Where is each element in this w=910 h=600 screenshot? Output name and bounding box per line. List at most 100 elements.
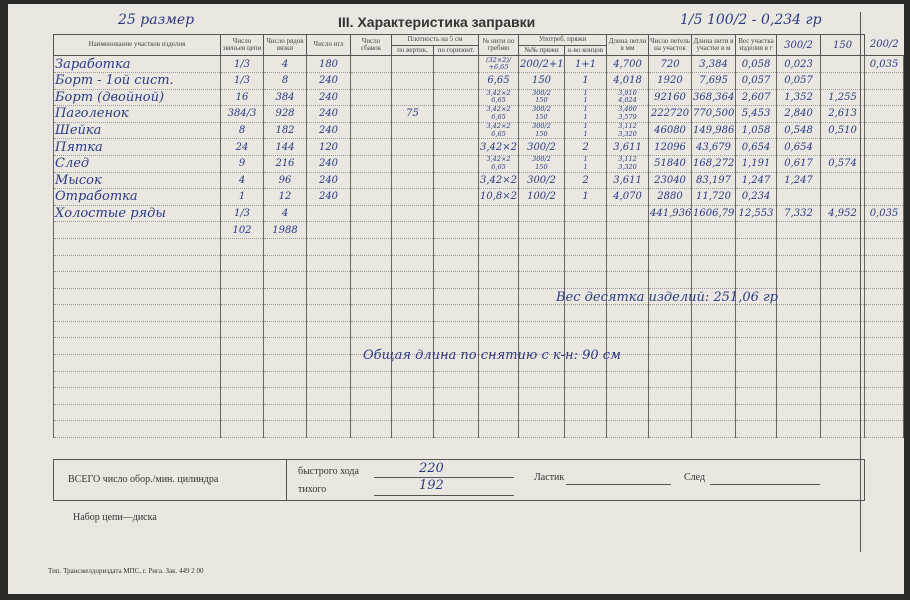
cell: 200/2+150	[518, 55, 565, 73]
cell	[350, 221, 392, 239]
blank-cell	[776, 337, 822, 356]
blank-row	[53, 371, 905, 389]
cell-line: 300/2	[532, 155, 551, 164]
blank-cell	[563, 420, 608, 439]
cell: 1/3	[220, 72, 264, 90]
chain-label: Набор цепи—диска	[73, 512, 157, 523]
cell-line: 6,65	[491, 129, 506, 138]
blank-cell	[518, 304, 565, 322]
blank-cell	[350, 371, 392, 389]
cell	[864, 188, 905, 206]
blank-cell	[776, 304, 822, 322]
cell: 0,057	[735, 72, 778, 90]
blank-cell	[820, 321, 866, 339]
cell: 1	[563, 72, 608, 90]
col-header: Употреб. пряжи	[517, 34, 608, 46]
blank-cell	[648, 304, 693, 322]
cell	[433, 155, 479, 173]
blank-cell	[648, 354, 693, 372]
cell: 46080	[648, 122, 693, 140]
col-header: № нити по гребню	[478, 33, 519, 57]
cell: 1988	[263, 221, 307, 239]
cell	[391, 89, 434, 107]
blank-cell	[391, 288, 434, 306]
blank-cell	[518, 271, 565, 289]
blank-cell	[735, 371, 778, 389]
cell	[563, 221, 608, 239]
cell-line: 150	[535, 129, 548, 138]
cell-line: 1	[583, 105, 588, 114]
cell-line: 6,65	[491, 162, 506, 171]
blank-cell	[306, 304, 351, 322]
footer-value: 220	[419, 461, 444, 476]
blank-cell	[220, 371, 264, 389]
cell	[691, 221, 737, 239]
cell	[433, 138, 479, 156]
col-header: Плотность на 5 см	[391, 34, 479, 46]
cell-line: +6,65	[488, 63, 509, 72]
cell	[820, 72, 866, 90]
part-name: Борт - 1ой сист.	[53, 72, 221, 90]
cell	[864, 72, 905, 90]
table-head: Наименование участков изделия Число звен…	[53, 33, 904, 57]
blank-cell	[53, 404, 221, 422]
cell	[391, 205, 434, 223]
blank-cell	[820, 255, 866, 273]
col-header: Число игл	[306, 33, 351, 57]
col-header: Наименование участков изделия	[53, 33, 221, 57]
blank-cell	[350, 271, 392, 289]
blank-cell	[691, 238, 737, 256]
col-header: Длина нити в участке в м	[691, 33, 737, 57]
cell: 1,247	[735, 172, 778, 190]
blank-cell	[220, 238, 264, 256]
blank-cell	[691, 420, 737, 439]
cell: 300/2	[518, 172, 565, 190]
table-row: Борт (двойной) 16 384 240 3,42×2 6,65 300/2 150…	[53, 89, 905, 107]
cell: 100/2	[518, 188, 565, 206]
cell-line: 3,42×2	[486, 122, 511, 131]
cell-line: 1	[583, 112, 588, 121]
blank-cell	[864, 420, 905, 439]
blank-cell	[220, 354, 264, 372]
cell: 2,613	[820, 105, 866, 123]
blank-cell	[563, 255, 608, 273]
table-row: Паголенок 384/3 928 240 75 3,42×2 6,65 300/2 150…	[53, 105, 905, 123]
cell	[433, 221, 479, 239]
blank-cell	[820, 271, 866, 289]
head-row: по вертик. по горизонт. №№ пряжи к-во ко…	[54, 44, 904, 57]
cell-line: (32×2)/	[485, 55, 512, 64]
blank-cell	[263, 304, 307, 322]
cell	[820, 172, 866, 190]
blank-cell	[563, 238, 608, 256]
footer-box: ВСЕГО число обор./мин. цилиндра быстрого…	[53, 459, 865, 501]
cell: 1/3	[220, 205, 264, 223]
blank-cell	[518, 420, 565, 439]
blank-cell	[563, 387, 608, 405]
col-header: 150	[820, 33, 866, 57]
blank-cell	[350, 387, 392, 405]
cell-line: 4,024	[618, 96, 637, 105]
blank-cell	[820, 238, 866, 256]
cell: 240	[306, 155, 351, 173]
cell: 4,070	[606, 188, 650, 206]
cell: 3,42×2 6,65	[478, 89, 519, 107]
part-name: Пятка	[53, 138, 221, 156]
blank-cell	[220, 387, 264, 405]
blank-cell	[306, 420, 351, 439]
blank-cell	[433, 255, 479, 273]
cell: (32×2)/+6,65	[478, 55, 519, 73]
blank-cell	[263, 387, 307, 405]
cell: 0,057	[776, 72, 822, 90]
table-row: След 9 216 240 3,42×2 6,65 300/2 150 1 1 3,112 3,32…	[53, 155, 905, 173]
blank-cell	[820, 337, 866, 356]
blank-cell	[433, 304, 479, 322]
blank-cell	[776, 354, 822, 372]
blank-cell	[220, 420, 264, 439]
blank-cell	[263, 371, 307, 389]
blank-cell	[606, 404, 650, 422]
cell: 149,986	[691, 122, 737, 140]
blank-cell	[563, 321, 608, 339]
underline	[566, 484, 671, 485]
cell: 3,910 4,024	[606, 89, 650, 107]
